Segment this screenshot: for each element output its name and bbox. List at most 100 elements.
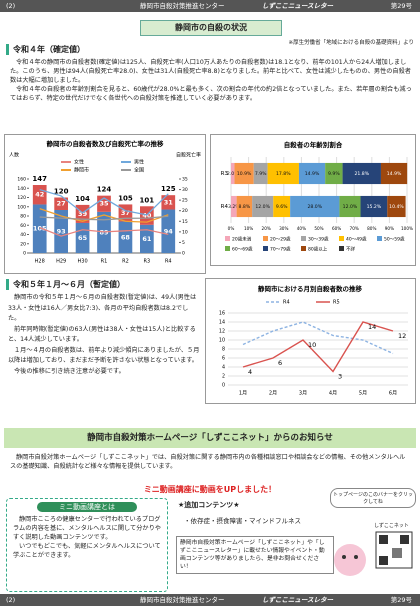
y2-tick-label: 10 xyxy=(182,229,188,235)
point-label: 12 xyxy=(398,332,406,340)
legend-label: 70〜79歳 xyxy=(270,246,291,253)
bar-label: 14.9% xyxy=(387,171,402,177)
line xyxy=(39,188,169,216)
bar xyxy=(342,162,381,185)
header: (2) 静岡市自殺対策推進センター しずここニュースレター 第29号 xyxy=(0,0,420,12)
total-label: 101 xyxy=(140,196,155,204)
bar xyxy=(118,221,133,253)
y2-tick-label: 20 xyxy=(182,208,188,214)
bar xyxy=(387,195,406,218)
legend-swatch xyxy=(339,236,344,241)
legend-label: 静岡市 xyxy=(74,167,89,174)
x-tick-label: 40% xyxy=(297,226,306,231)
x-tick-label: H30 xyxy=(78,259,88,265)
section-title: 静岡市の自殺の状況 xyxy=(140,20,282,36)
x-tick-label: 4月 xyxy=(329,391,337,397)
point-label: 6 xyxy=(278,359,282,367)
y-tick-label: 120 xyxy=(17,195,26,201)
y-tick-label: 10 xyxy=(219,338,225,344)
x-tick-label: 80% xyxy=(367,226,376,231)
bar xyxy=(267,162,299,185)
x-tick-label: 90% xyxy=(385,226,394,231)
bar-label: 105 xyxy=(33,225,47,233)
qr-part xyxy=(392,548,402,558)
bar xyxy=(253,162,268,185)
legend-swatch xyxy=(225,246,230,251)
legend-swatch xyxy=(263,246,268,251)
legend-swatch xyxy=(339,246,344,251)
bar-label: 28.0% xyxy=(307,204,322,210)
total-label: 120 xyxy=(54,188,69,196)
y2-tick-label: 35 xyxy=(182,177,188,183)
x-tick-label: R3 xyxy=(144,259,151,265)
y-tick-label: 2 xyxy=(222,374,225,380)
y2-tick-label: 30 xyxy=(182,187,188,193)
bar xyxy=(54,197,68,210)
y-tick-label: 160 xyxy=(17,177,26,183)
point-label: 3 xyxy=(338,373,342,381)
mascot xyxy=(334,544,366,576)
bar xyxy=(339,195,361,218)
y-tick-label: 0 xyxy=(23,251,26,257)
legend-label: 30〜39歳 xyxy=(308,236,329,243)
line xyxy=(39,215,169,221)
legend-label: 全国 xyxy=(134,167,144,174)
x-tick-label: 20% xyxy=(262,226,271,231)
legend-swatch xyxy=(225,236,230,241)
legend-label: 20歳未満 xyxy=(232,236,252,243)
bar-label: 9.9% xyxy=(328,171,340,177)
legend-label: 20〜29歳 xyxy=(270,236,291,243)
total-label: 125 xyxy=(161,185,176,193)
legend-label: 女性 xyxy=(74,159,84,166)
x-tick-label: 5月 xyxy=(359,391,367,397)
bar xyxy=(161,209,176,253)
legend-label: R5 xyxy=(333,300,340,306)
bar xyxy=(234,162,254,185)
x-tick-label: 10% xyxy=(244,226,253,231)
chart-title: 静岡市における月別自殺者数の推移 xyxy=(258,284,363,293)
paragraph: 今後の推移に引き続き注意が必要です。 xyxy=(14,367,125,375)
total-label: 147 xyxy=(32,175,47,183)
eye xyxy=(342,555,346,559)
x-tick-label: 70% xyxy=(350,226,359,231)
bar-label: 37 xyxy=(121,209,130,217)
line xyxy=(242,321,394,355)
x-tick-label: R2 xyxy=(122,259,129,265)
y-tick-label: 8 xyxy=(222,347,225,353)
paragraph: 令和４年の自殺者の年齢別割合を見ると、60歳代が28.0%と最も多く、次の割合の… xyxy=(10,86,412,102)
y-tick-label: R3 xyxy=(221,171,229,177)
bar xyxy=(298,162,326,185)
bar xyxy=(231,195,237,218)
bar-label: 12.0% xyxy=(343,204,358,210)
bar-label: 65 xyxy=(78,234,88,242)
total-label: 124 xyxy=(97,186,112,194)
newsletter: しずここニュースレター xyxy=(262,2,334,10)
x-tick-label: 50% xyxy=(314,226,323,231)
notice-title: 静岡市自殺対策ホームページ「しずここネット」からのお知らせ xyxy=(4,428,416,448)
x-tick-label: R1 xyxy=(101,259,108,265)
x-tick-label: 100% xyxy=(401,226,413,231)
bar-label: 3.2% xyxy=(228,204,240,210)
y-tick-label: R4 xyxy=(221,204,229,210)
bar xyxy=(54,209,68,253)
contact: 静岡市自殺対策ホームページ「しずここネット」や「しずここニュースレター」に載せた… xyxy=(176,536,334,574)
bar-label: 61 xyxy=(142,235,152,243)
legend-swatch xyxy=(301,236,306,241)
y-tick-label: 100 xyxy=(17,204,26,210)
org: 静岡市自殺対策推進センター xyxy=(140,2,225,10)
page-num: (2) xyxy=(6,596,16,604)
footer: (2) 静岡市自殺対策推進センター しずここニュースレター 第29号 xyxy=(0,594,420,606)
bar-label: 9.6% xyxy=(276,204,288,210)
source: ※厚生労働省「地域における自殺の基礎資料」より xyxy=(288,40,414,46)
y-tick-label: 6 xyxy=(222,356,225,362)
x-tick-label: 1月 xyxy=(239,391,247,397)
x-tick-label: H28 xyxy=(35,259,45,265)
y-tick-label: 14 xyxy=(219,320,225,326)
y-tick-label: 60 xyxy=(20,223,26,229)
bar-label: 35 xyxy=(99,200,109,208)
x-tick-label: 0% xyxy=(228,226,235,231)
page-num: (2) xyxy=(6,2,16,10)
bar xyxy=(161,195,176,210)
x-tick-label: 3月 xyxy=(299,391,307,397)
